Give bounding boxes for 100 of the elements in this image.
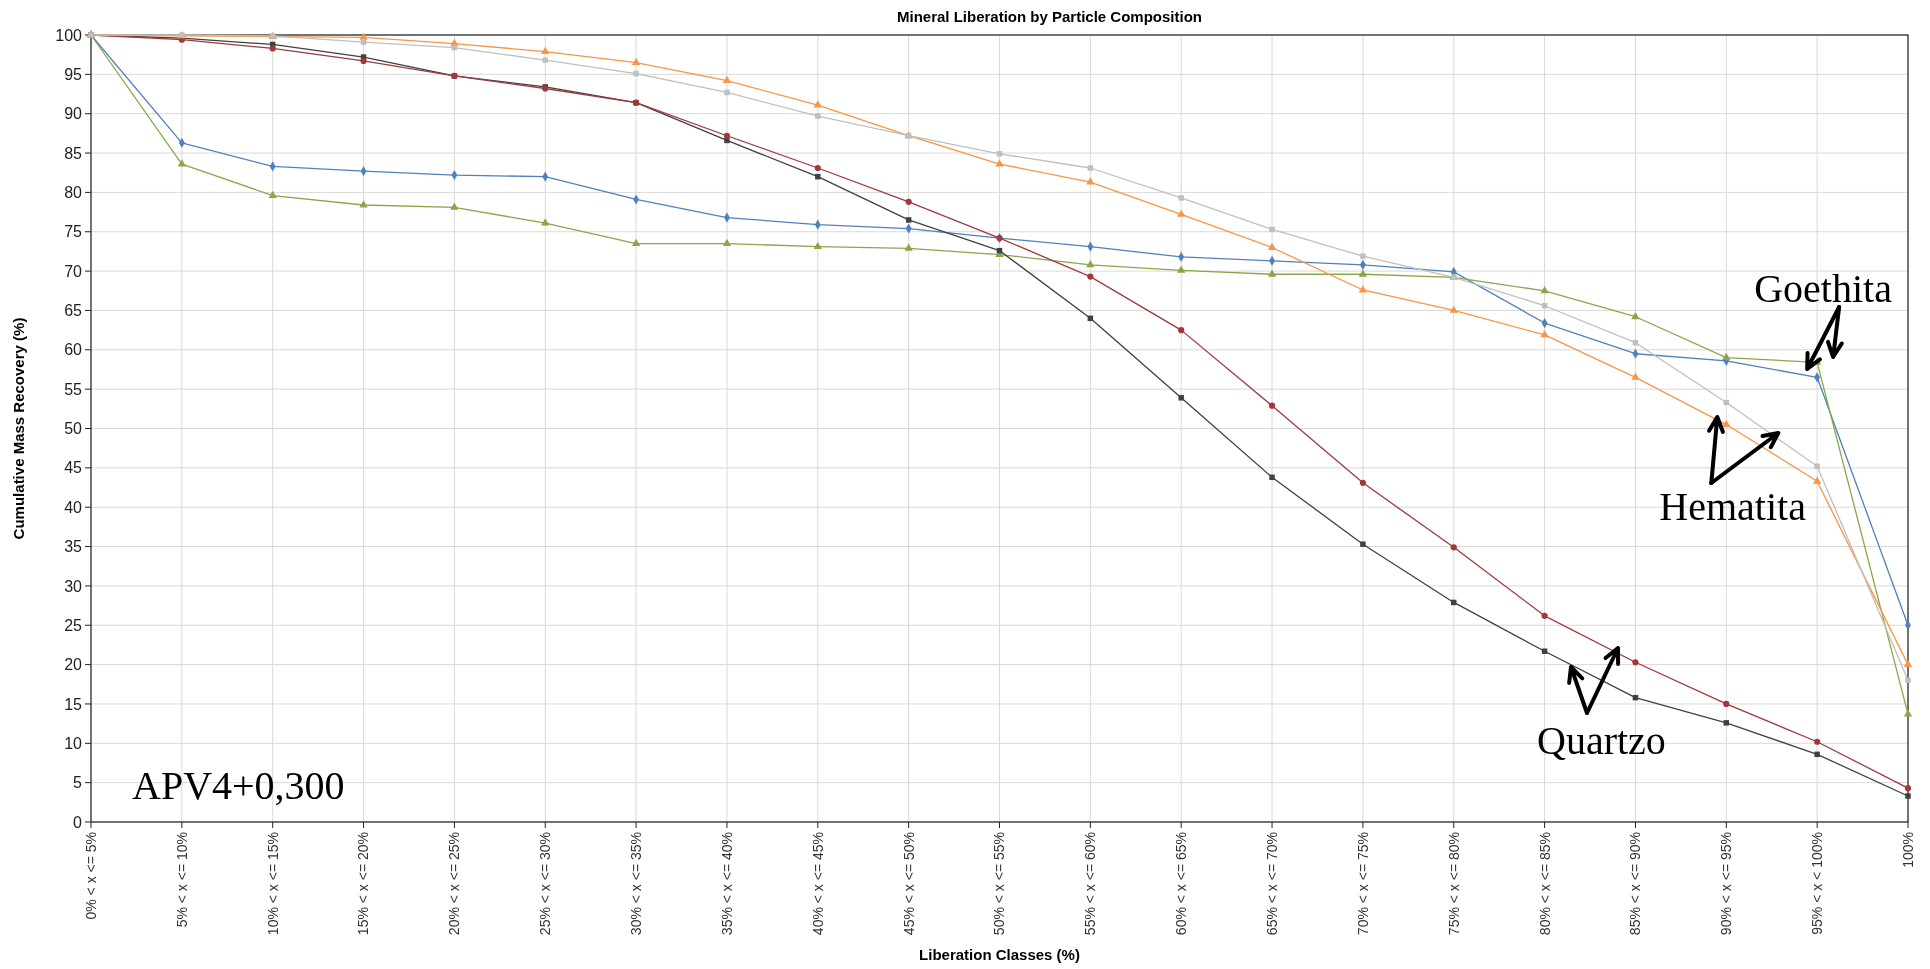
point	[542, 57, 548, 63]
point	[1905, 677, 1911, 684]
point	[1541, 648, 1548, 654]
point	[1905, 793, 1911, 799]
y-tick-label: 90	[64, 105, 83, 123]
point	[1722, 419, 1731, 427]
x-tick-label: 0% < x <= 5%	[82, 832, 99, 920]
y-tick-label: 15	[64, 695, 83, 713]
point	[1268, 402, 1276, 409]
point	[268, 190, 277, 198]
x-tick-label: 80% < x <= 85%	[1536, 832, 1553, 936]
x-tick-label: 60% < x <= 65%	[1173, 832, 1190, 936]
y-tick-label: 80	[64, 184, 83, 201]
point	[1178, 395, 1184, 401]
point	[995, 159, 1004, 167]
y-tick-label: 40	[64, 498, 83, 516]
point	[1540, 330, 1549, 338]
point	[450, 202, 459, 210]
point	[631, 57, 641, 65]
point	[1631, 311, 1640, 320]
y-tick-label: 95	[64, 65, 83, 83]
point	[1267, 269, 1277, 277]
annotation: Hematita	[1659, 484, 1807, 529]
y-tick-label: 100	[55, 26, 83, 44]
x-tick-label: 65% < x <= 70%	[1263, 832, 1280, 936]
point	[1269, 474, 1275, 481]
point	[1723, 720, 1730, 726]
point	[905, 217, 912, 223]
y-tick-label: 55	[64, 380, 83, 398]
x-tick-label: 75% < x <= 80%	[1445, 832, 1462, 936]
y-tick-label: 30	[64, 577, 83, 595]
point	[1360, 541, 1366, 547]
point	[1086, 177, 1095, 185]
x-axis-title: Liberation Classes (%)	[919, 946, 1080, 963]
point	[541, 46, 550, 54]
y-tick-label: 45	[64, 459, 83, 477]
point	[360, 39, 367, 45]
point	[1358, 285, 1368, 293]
point	[1360, 253, 1366, 259]
y-tick-label: 20	[64, 656, 83, 674]
point	[722, 75, 732, 84]
point	[813, 241, 822, 250]
y-tick-label: 70	[64, 262, 83, 280]
point	[904, 243, 913, 251]
x-tick-label: 90% < x <= 95%	[1718, 832, 1735, 936]
x-tick-label: 20% < x <= 25%	[446, 832, 463, 936]
x-tick-label: 100%	[1899, 832, 1916, 868]
y-tick-label: 25	[64, 616, 83, 634]
point	[1814, 738, 1821, 745]
point	[815, 173, 821, 180]
y-axis-title: Cumulative Mass Recovery (%)	[10, 317, 27, 540]
y-tick-label: 75	[64, 223, 83, 241]
point	[269, 45, 276, 52]
x-tick-label: 30% < x <= 35%	[628, 832, 644, 936]
x-tick-label: 40% < x <= 45%	[809, 832, 826, 936]
point	[724, 137, 730, 144]
point	[1087, 165, 1094, 171]
point	[631, 238, 641, 246]
point	[813, 100, 822, 108]
point	[1087, 273, 1094, 280]
annotation: Quartzo	[1537, 718, 1666, 763]
x-tick-label: 45% < x <= 50%	[900, 832, 917, 936]
point	[722, 238, 732, 246]
point	[1177, 265, 1186, 273]
point	[723, 132, 731, 139]
x-tick-label: 10% < x <= 15%	[264, 832, 281, 936]
y-tick-label: 60	[64, 341, 83, 359]
point	[1723, 700, 1730, 708]
y-tick-label: 65	[64, 302, 83, 320]
x-tick-label: 95% < x < 100%	[1809, 832, 1826, 935]
annotation: APV4+0,300	[132, 763, 345, 808]
point	[1903, 709, 1913, 717]
y-tick-label: 85	[64, 144, 83, 162]
x-tick-label: 70% < x <= 75%	[1354, 832, 1371, 936]
y-tick-label: 50	[64, 420, 83, 438]
point	[1903, 659, 1913, 667]
point	[1814, 463, 1820, 470]
y-tick-label: 0	[73, 813, 83, 831]
point	[1178, 327, 1185, 334]
point	[1814, 751, 1820, 758]
point	[1358, 269, 1368, 277]
annotation: Goethita	[1754, 266, 1893, 312]
point	[1178, 195, 1184, 201]
point	[814, 164, 821, 172]
x-tick-label: 25% < x <= 30%	[537, 832, 554, 936]
x-tick-label: 55% < x <= 60%	[1082, 832, 1099, 936]
point	[1086, 260, 1095, 268]
y-tick-label: 35	[64, 538, 83, 556]
point	[1177, 209, 1186, 217]
point	[1359, 479, 1366, 486]
point	[1631, 372, 1640, 380]
point	[1904, 785, 1912, 792]
point	[1632, 659, 1639, 666]
x-tick-label: 85% < x <= 90%	[1627, 832, 1644, 936]
point	[359, 32, 368, 40]
point	[1267, 242, 1277, 250]
point	[905, 198, 912, 205]
point	[1812, 476, 1822, 484]
x-tick-label: 50% < x <= 55%	[991, 832, 1008, 936]
point	[1450, 544, 1457, 551]
